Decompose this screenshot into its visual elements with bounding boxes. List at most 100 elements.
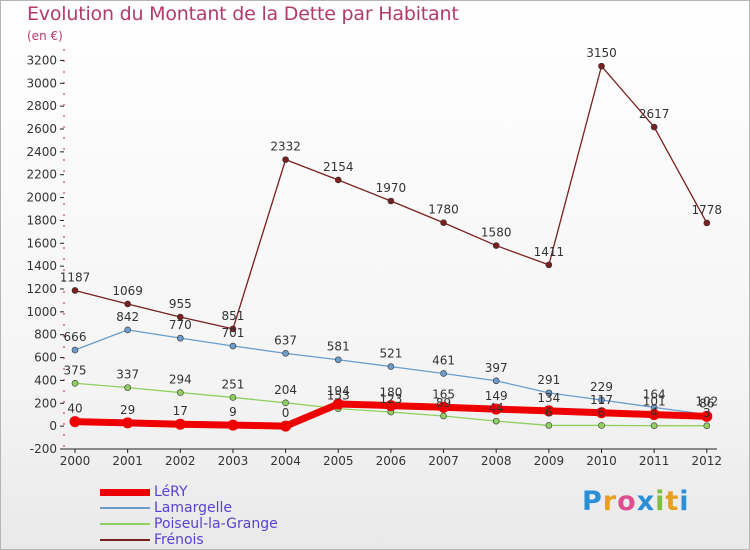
data-label-lamargelle: 770 — [169, 318, 192, 332]
chart-title: Evolution du Montant de la Dette par Hab… — [27, 3, 459, 25]
data-label-lamargelle: 397 — [485, 361, 508, 375]
logo-letter: r — [602, 486, 618, 517]
data-label-lamargelle: 461 — [432, 353, 455, 367]
point-fr-nois — [545, 261, 553, 269]
data-label-l-ry: 101 — [643, 395, 666, 409]
point-l-ry — [69, 416, 81, 428]
data-label-l-ry: 9 — [229, 405, 237, 419]
x-tick-label: 2002 — [165, 454, 196, 468]
data-label-lamargelle: 102 — [695, 394, 718, 408]
data-label-l-ry: 29 — [120, 403, 135, 417]
y-tick-label: 2600 — [26, 122, 57, 136]
x-tick-label: 2004 — [270, 454, 301, 468]
point-fr-nois — [229, 325, 237, 333]
point-poiseul-la-grange — [177, 389, 184, 396]
point-poiseul-la-grange — [492, 417, 500, 425]
legend-label: Frénois — [154, 532, 204, 548]
point-fr-nois — [703, 219, 711, 227]
point-l-ry — [490, 403, 502, 415]
point-lamargelle — [229, 342, 237, 350]
data-label-fr-nois: 955 — [169, 297, 192, 311]
point-lamargelle — [282, 350, 289, 357]
legend-swatch — [100, 507, 150, 509]
data-label-fr-nois: 3150 — [586, 46, 617, 60]
point-l-ry — [174, 418, 186, 430]
x-tick-label: 2010 — [586, 454, 617, 468]
data-label-fr-nois: 1411 — [534, 245, 565, 259]
data-label-lamargelle: 842 — [116, 310, 139, 324]
data-label-l-ry: 149 — [485, 389, 508, 403]
point-lamargelle — [177, 334, 184, 342]
logo-letter: P — [582, 486, 603, 517]
data-label-fr-nois: 2332 — [270, 140, 301, 154]
data-label-fr-nois: 2617 — [639, 107, 670, 121]
data-label-poiseul-la-grange: 204 — [274, 383, 297, 397]
data-label-l-ry: 134 — [537, 391, 560, 405]
data-label-l-ry: 180 — [379, 386, 402, 400]
y-tick-label: 3200 — [26, 53, 57, 67]
point-l-ry — [332, 398, 344, 410]
legend-swatch — [100, 539, 150, 541]
point-fr-nois — [334, 176, 342, 184]
point-lamargelle — [334, 356, 342, 364]
x-tick-label: 2012 — [692, 454, 723, 468]
data-label-fr-nois: 1780 — [428, 203, 459, 217]
data-label-l-ry: 0 — [282, 406, 290, 420]
data-label-fr-nois: 1580 — [481, 226, 512, 240]
y-tick-label: 2400 — [26, 145, 57, 159]
x-tick-label: 2008 — [481, 454, 512, 468]
data-label-poiseul-la-grange: 294 — [169, 373, 192, 387]
x-tick-label: 2000 — [60, 454, 91, 468]
point-fr-nois — [387, 197, 395, 205]
data-label-poiseul-la-grange: 4 — [650, 406, 658, 420]
legend-label: LéRY — [154, 484, 188, 500]
logo-letter: o — [617, 486, 637, 517]
point-l-ry — [438, 401, 450, 413]
point-l-ry — [280, 420, 292, 432]
data-label-l-ry: 117 — [590, 393, 613, 407]
series-layer — [69, 62, 713, 432]
y-tick-label: -200 — [30, 442, 57, 456]
data-label-lamargelle: 701 — [221, 326, 244, 340]
data-label-lamargelle: 521 — [379, 347, 402, 361]
data-label-lamargelle: 164 — [643, 387, 666, 401]
point-lamargelle — [71, 346, 79, 354]
point-poiseul-la-grange — [124, 384, 131, 391]
point-l-ry — [227, 419, 239, 431]
logo-letter: t — [665, 486, 680, 517]
point-fr-nois — [650, 123, 658, 131]
point-fr-nois — [440, 219, 447, 227]
data-label-fr-nois: 2154 — [323, 160, 354, 174]
data-label-fr-nois: 1187 — [60, 270, 91, 284]
y-tick-label: 1200 — [26, 282, 57, 296]
data-label-l-ry: 86 — [699, 396, 714, 410]
data-label-fr-nois: 1778 — [692, 203, 723, 217]
data-label-poiseul-la-grange: 123 — [379, 392, 402, 406]
point-poiseul-la-grange — [545, 422, 553, 429]
point-l-ry — [596, 407, 607, 419]
x-tick-label: 2005 — [323, 454, 354, 468]
data-label-l-ry: 165 — [432, 387, 455, 401]
x-tick-label: 2003 — [218, 454, 249, 468]
data-label-l-ry: 17 — [173, 404, 188, 418]
data-label-lamargelle: 666 — [64, 330, 87, 344]
proxiti-logo: Proxiti — [582, 486, 690, 517]
point-l-ry — [701, 410, 713, 422]
point-poiseul-la-grange — [703, 422, 711, 430]
point-fr-nois — [492, 242, 500, 249]
legend-swatch — [100, 489, 150, 496]
x-tick-label: 2011 — [639, 454, 670, 468]
data-label-l-ry: 40 — [67, 402, 82, 416]
point-lamargelle — [598, 396, 605, 404]
point-fr-nois — [598, 62, 605, 70]
point-lamargelle — [492, 377, 500, 385]
data-labels: 1187106995585123322154197017801580141131… — [60, 46, 722, 420]
y-tick-label: 600 — [34, 351, 57, 365]
point-poiseul-la-grange — [282, 399, 289, 407]
y-tick-label: 400 — [34, 373, 57, 387]
data-label-fr-nois: 851 — [221, 309, 244, 323]
data-label-lamargelle: 637 — [274, 333, 297, 347]
data-label-lamargelle: 581 — [327, 340, 350, 354]
